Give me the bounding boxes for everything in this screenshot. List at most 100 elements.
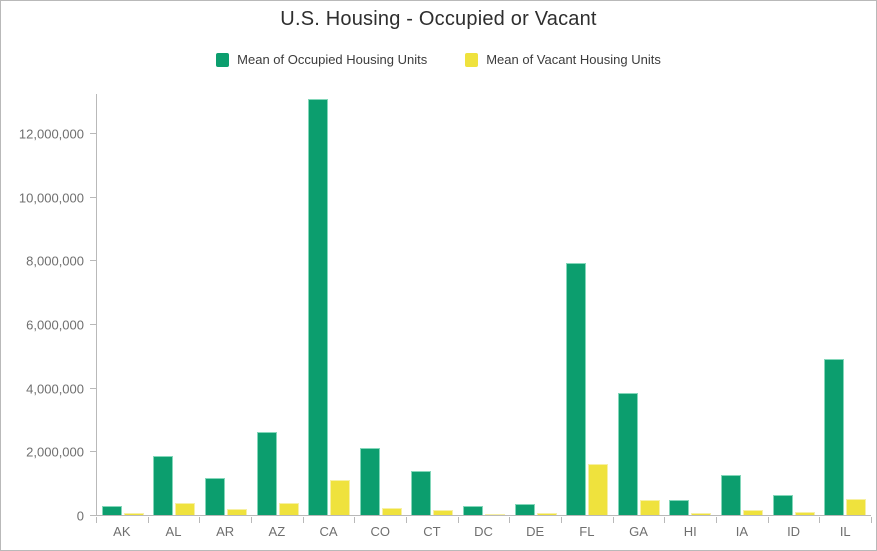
- bar-group-GA: [613, 94, 665, 515]
- bar-occupied-CA[interactable]: [308, 99, 329, 515]
- bar-occupied-AK[interactable]: [101, 506, 122, 515]
- y-tick-label: 12,000,000: [18, 126, 84, 142]
- bar-vacant-AR[interactable]: [226, 509, 247, 515]
- x-tick-label-CA: CA: [319, 524, 338, 539]
- y-tick-mark: [90, 388, 96, 389]
- y-tick-label: 6,000,000: [26, 317, 84, 333]
- y-tick-mark: [90, 324, 96, 325]
- y-tick-label: 4,000,000: [26, 381, 84, 397]
- bar-group-IA: [716, 94, 768, 515]
- x-tick-label-CO: CO: [370, 524, 390, 539]
- bar-vacant-AZ[interactable]: [278, 503, 299, 515]
- bar-group-IL: [819, 94, 871, 515]
- x-tick-label-IL: IL: [839, 524, 851, 539]
- bar-group-ID: [768, 94, 820, 515]
- bar-occupied-AR[interactable]: [204, 478, 225, 515]
- bar-occupied-DE[interactable]: [514, 504, 535, 515]
- bar-occupied-GA[interactable]: [617, 393, 638, 515]
- y-tick-label: 8,000,000: [26, 253, 84, 269]
- x-tick-mark: [561, 517, 562, 523]
- y-tick-mark: [90, 451, 96, 452]
- x-tick-label-FL: FL: [579, 524, 595, 539]
- bar-group-DE: [510, 94, 562, 515]
- x-tick-label-AK: AK: [113, 524, 131, 539]
- x-tick-label-ID: ID: [787, 524, 801, 539]
- x-tick-mark: [767, 517, 769, 523]
- bar-vacant-AL[interactable]: [175, 503, 196, 515]
- bar-group-AL: [149, 94, 201, 515]
- y-tick-label: 0: [76, 508, 84, 524]
- x-tick-mark: [457, 517, 459, 523]
- bar-vacant-CA[interactable]: [330, 480, 351, 515]
- y-tick-mark: [90, 260, 96, 261]
- y-tick-mark: [90, 515, 96, 516]
- x-tick-mark: [819, 517, 821, 523]
- x-tick-mark: [302, 517, 304, 523]
- y-tick-mark: [90, 197, 96, 198]
- bar-vacant-IA[interactable]: [742, 510, 763, 515]
- bar-group-CT: [407, 94, 459, 515]
- bar-group-AR: [200, 94, 252, 515]
- x-tick-mark: [251, 517, 252, 523]
- y-tick-label: 10,000,000: [18, 190, 84, 206]
- x-tick-mark: [96, 517, 97, 523]
- bar-occupied-DC[interactable]: [462, 506, 483, 515]
- x-tick-label-DC: DC: [474, 524, 493, 539]
- x-tick-label-IA: IA: [735, 524, 749, 539]
- bar-occupied-HI[interactable]: [669, 500, 690, 515]
- bar-vacant-CO[interactable]: [381, 508, 402, 515]
- bar-occupied-CO[interactable]: [359, 448, 380, 515]
- legend-label-vacant: Mean of Vacant Housing Units: [486, 52, 661, 67]
- y-tick-label: 2,000,000: [26, 444, 84, 460]
- x-axis: AK AL AR AZ CA CO CT DC DE FL GA HI IA ID IL: [96, 524, 871, 539]
- bar-vacant-HI[interactable]: [691, 513, 712, 515]
- bar-vacant-DC[interactable]: [484, 514, 505, 515]
- bar-group-FL: [561, 94, 613, 515]
- bar-group-AK: [97, 94, 149, 515]
- bar-vacant-AK[interactable]: [123, 513, 144, 515]
- x-tick-mark: [612, 517, 614, 523]
- bar-vacant-IL[interactable]: [846, 499, 867, 515]
- bar-vacant-CT[interactable]: [433, 510, 454, 515]
- x-tick-mark: [509, 517, 511, 523]
- x-tick-mark: [716, 517, 717, 523]
- x-tick-mark: [147, 517, 149, 523]
- x-tick-mark: [199, 517, 201, 523]
- x-tick-label-AL: AL: [165, 524, 182, 539]
- x-tick-label-AZ: AZ: [268, 524, 286, 539]
- bar-occupied-CT[interactable]: [411, 471, 432, 515]
- bar-occupied-AL[interactable]: [153, 456, 174, 515]
- x-tick-mark: [406, 517, 407, 523]
- bar-vacant-GA[interactable]: [639, 500, 660, 515]
- legend-label-occupied: Mean of Occupied Housing Units: [237, 52, 428, 67]
- x-tick-mark: [871, 517, 872, 523]
- bar-group-DC: [458, 94, 510, 515]
- x-tick-mark: [354, 517, 356, 523]
- x-tick-mark: [664, 517, 666, 523]
- x-tick-label-DE: DE: [526, 524, 545, 539]
- x-tick-label-AR: AR: [216, 524, 235, 539]
- bar-group-CO: [355, 94, 407, 515]
- bar-group-HI: [665, 94, 717, 515]
- x-axis-ticks: [96, 517, 872, 523]
- bar-group-CA: [303, 94, 355, 515]
- bar-occupied-IA[interactable]: [720, 475, 741, 515]
- legend-swatch-occupied-icon: [216, 52, 230, 67]
- bar-occupied-FL[interactable]: [566, 263, 587, 515]
- plot-area: [96, 94, 871, 516]
- bar-vacant-FL[interactable]: [588, 464, 609, 515]
- legend-item-occupied[interactable]: Mean of Occupied Housing Units: [216, 52, 427, 67]
- bar-occupied-IL[interactable]: [824, 359, 845, 515]
- bar-vacant-ID[interactable]: [794, 512, 815, 515]
- y-tick-mark: [90, 133, 96, 134]
- bar-group-AZ: [252, 94, 304, 515]
- x-tick-label-HI: HI: [683, 524, 697, 539]
- legend-item-vacant[interactable]: Mean of Vacant Housing Units: [465, 52, 661, 67]
- x-tick-label-CT: CT: [423, 524, 441, 539]
- bar-occupied-AZ[interactable]: [256, 432, 277, 515]
- bar-vacant-DE[interactable]: [536, 513, 557, 515]
- bar-occupied-ID[interactable]: [772, 495, 793, 515]
- y-axis: 0 2,000,000 4,000,000 6,000,000 8,000,000 10,…: [1, 94, 96, 524]
- legend: Mean of Occupied Housing Units Mean of Va…: [1, 52, 876, 67]
